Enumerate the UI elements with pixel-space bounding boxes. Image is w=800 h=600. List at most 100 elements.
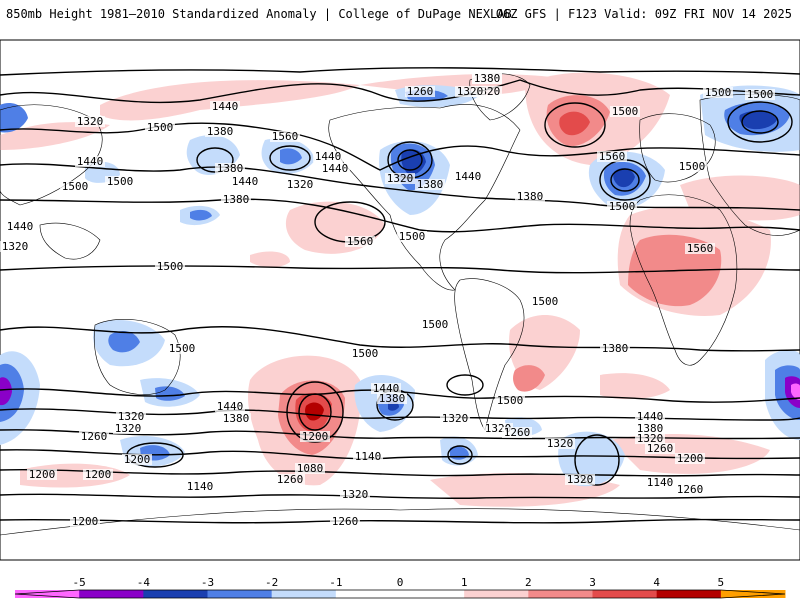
contour-line (0, 388, 800, 403)
contour-line (0, 408, 800, 421)
contour-label: 1560 (687, 242, 714, 255)
colorbar-segment (15, 590, 80, 598)
contour-label: 1440 (637, 410, 664, 423)
contour-label: 1260 (647, 442, 674, 455)
negative-anomaly-area (613, 168, 635, 188)
contour-label-bg (275, 474, 305, 485)
contour-label-bg (205, 126, 235, 137)
contour-label-bg (645, 477, 675, 488)
contour-label-bg (215, 163, 245, 174)
colorbar-tick-label: -1 (329, 576, 342, 589)
contour-label: 1500 (147, 121, 174, 134)
colorbar-segment (400, 590, 465, 598)
contour-label-bg (515, 191, 545, 202)
closed-contour (727, 101, 793, 143)
colorbar-segment (464, 590, 529, 598)
positive-anomaly-area (513, 365, 545, 392)
positive-anomaly-area (250, 251, 290, 268)
colorbar-segment (592, 590, 658, 598)
contour-label: 1500 (352, 347, 379, 360)
negative-anomaly-area (0, 377, 12, 406)
contour-label: 1380 (417, 178, 444, 191)
contour-label-bg (420, 319, 450, 330)
australia-outline (94, 319, 181, 395)
colorbar-tick-label: -4 (137, 576, 151, 589)
positive-anomaly-area (100, 80, 360, 121)
contour-label-bg (397, 231, 427, 242)
contour-label-bg (635, 433, 665, 444)
contour-label-bg (597, 151, 627, 162)
closed-contour (447, 445, 473, 465)
colorbar: -5 -4 -3 -2 -1 0 1 2 3 4 5 (14, 576, 786, 599)
contour-label: 1320 (2, 240, 29, 253)
contour-label-bg (415, 179, 445, 190)
map-title: 850mb Height 1981–2010 Standardized Anom… (6, 7, 512, 21)
contour-label: 1200 (302, 430, 329, 443)
colorbar-segment (335, 590, 401, 598)
contour-label: 1440 (315, 150, 342, 163)
contour-label: 1380 (637, 422, 664, 435)
negative-anomaly-area (280, 148, 302, 165)
contour-label: 1260 (332, 515, 359, 528)
contour-label-bg (105, 176, 135, 187)
colorbar-segment (143, 590, 208, 598)
colorbar-segment (528, 590, 593, 598)
contour-label-bg (145, 122, 175, 133)
colorbar-outline (14, 589, 786, 599)
contour-label-bg (453, 171, 483, 182)
contour-label-bg (345, 236, 375, 247)
positive-anomaly-area (559, 111, 590, 136)
colorbar-segment (656, 590, 722, 598)
contour-label-bg (83, 469, 113, 480)
contour-label-bg (285, 179, 315, 190)
negative-anomaly-area (739, 110, 777, 130)
negative-anomaly-area (0, 102, 28, 133)
contour-label-bg (230, 176, 260, 187)
contour-label: 1500 (107, 175, 134, 188)
contour-label-bg (530, 296, 560, 307)
contour-label: 1560 (347, 235, 374, 248)
contour-label: 1380 (474, 72, 501, 85)
contour-label: 1440 (373, 382, 400, 395)
contour-label-bg (353, 451, 383, 462)
contour-label: 1500 (705, 86, 732, 99)
contour-label-bg (215, 401, 245, 412)
negative-anomaly-area (791, 383, 800, 400)
contour-label: 1440 (217, 400, 244, 413)
contour-label-bg (350, 348, 380, 359)
contour-label-bg (635, 411, 665, 422)
contour-label-bg (600, 343, 630, 354)
contour-label: 1320 (442, 412, 469, 425)
contour-label: 1380 (602, 342, 629, 355)
colorbar-segment (207, 590, 273, 598)
contour-label-bg (60, 181, 90, 192)
contour-label: 1380 (223, 193, 250, 206)
contour-label-bg (745, 89, 775, 100)
contour-label: 1500 (157, 260, 184, 273)
contour-label-bg (607, 201, 637, 212)
contour-label-bg (270, 131, 300, 142)
contour-label: 1320 (287, 178, 314, 191)
contour-label: 1200 (124, 453, 151, 466)
contour-label-bg (545, 438, 575, 449)
contour-label-bg (635, 423, 665, 434)
contour-label: 1380 (217, 162, 244, 175)
contour-label: 1380 (207, 125, 234, 138)
contour-label: 1260 (504, 426, 531, 439)
africa-outline (629, 194, 738, 366)
contour-label: 1200 (72, 515, 99, 528)
contour-label: 1500 (62, 180, 89, 193)
contour-label: 1140 (355, 450, 382, 463)
contour-label: 1500 (679, 160, 706, 173)
closed-contour (269, 145, 311, 171)
negative-anomaly-area (155, 386, 185, 401)
contour-label-bg (645, 443, 675, 454)
contour-label-bg (330, 516, 360, 527)
contour-label: 1500 (532, 295, 559, 308)
negative-anomaly-area (108, 330, 140, 353)
contour-label-bg (495, 395, 525, 406)
contour-label-bg (295, 463, 325, 474)
contour-line (0, 469, 800, 477)
contour-label-bg (340, 489, 370, 500)
